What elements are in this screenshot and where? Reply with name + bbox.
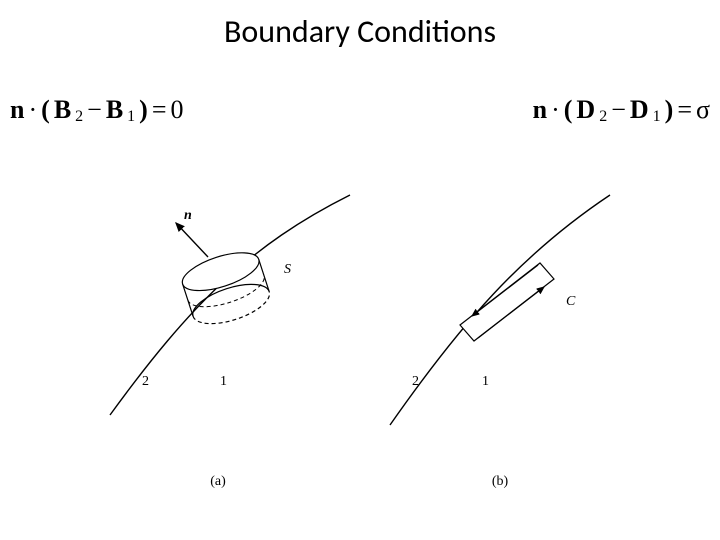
eq-sub2: 2 bbox=[599, 108, 607, 126]
eq-rparen: ) bbox=[665, 95, 674, 125]
eq-eq: = bbox=[677, 95, 692, 125]
surface-label: S bbox=[284, 262, 291, 277]
region2-label-b: 2 bbox=[412, 374, 419, 389]
eq-lparen: ( bbox=[564, 95, 573, 125]
eq-B2: B bbox=[54, 95, 71, 125]
boundary-diagram: n S 2 1 (a) C 2 1 (b) bbox=[90, 185, 630, 505]
eq-eq: = bbox=[152, 95, 167, 125]
panel-a: n S 2 1 (a) bbox=[110, 195, 350, 489]
eq-sub2: 2 bbox=[75, 108, 83, 126]
panel-b-caption: (b) bbox=[492, 474, 509, 489]
eq-lparen: ( bbox=[41, 95, 50, 125]
eq-rhs-sigma: σ bbox=[696, 95, 710, 125]
eq-sub1: 1 bbox=[127, 108, 135, 126]
eq-D2: D bbox=[576, 95, 595, 125]
eq-minus: − bbox=[611, 95, 626, 125]
equation-b-field: n · ( B 2 − B 1 ) = 0 bbox=[10, 95, 184, 125]
region2-label-a: 2 bbox=[142, 374, 149, 389]
region1-label-a: 1 bbox=[220, 374, 227, 389]
eq-D1: D bbox=[630, 95, 649, 125]
pillbox bbox=[178, 245, 274, 332]
panel-b: C 2 1 (b) bbox=[390, 195, 610, 489]
eq-n: n bbox=[10, 95, 24, 125]
eq-B1: B bbox=[106, 95, 123, 125]
region1-label-b: 1 bbox=[482, 374, 489, 389]
normal-label: n bbox=[184, 208, 192, 223]
eq-dot: · bbox=[551, 95, 560, 125]
panel-a-caption: (a) bbox=[210, 474, 226, 489]
page-title: Boundary Conditions bbox=[0, 12, 720, 51]
eq-rparen: ) bbox=[139, 95, 148, 125]
equations-row: n · ( B 2 − B 1 ) = 0 n · ( D 2 − D 1 ) … bbox=[10, 95, 710, 125]
eq-sub1: 1 bbox=[653, 108, 661, 126]
contour-label: C bbox=[566, 294, 576, 309]
eq-minus: − bbox=[87, 95, 102, 125]
normal-vector-arrow bbox=[176, 223, 208, 257]
eq-rhs-zero: 0 bbox=[171, 95, 184, 125]
eq-n: n bbox=[533, 95, 547, 125]
equation-d-field: n · ( D 2 − D 1 ) = σ bbox=[533, 95, 710, 125]
eq-dot: · bbox=[28, 95, 37, 125]
contour-rect bbox=[460, 263, 554, 341]
